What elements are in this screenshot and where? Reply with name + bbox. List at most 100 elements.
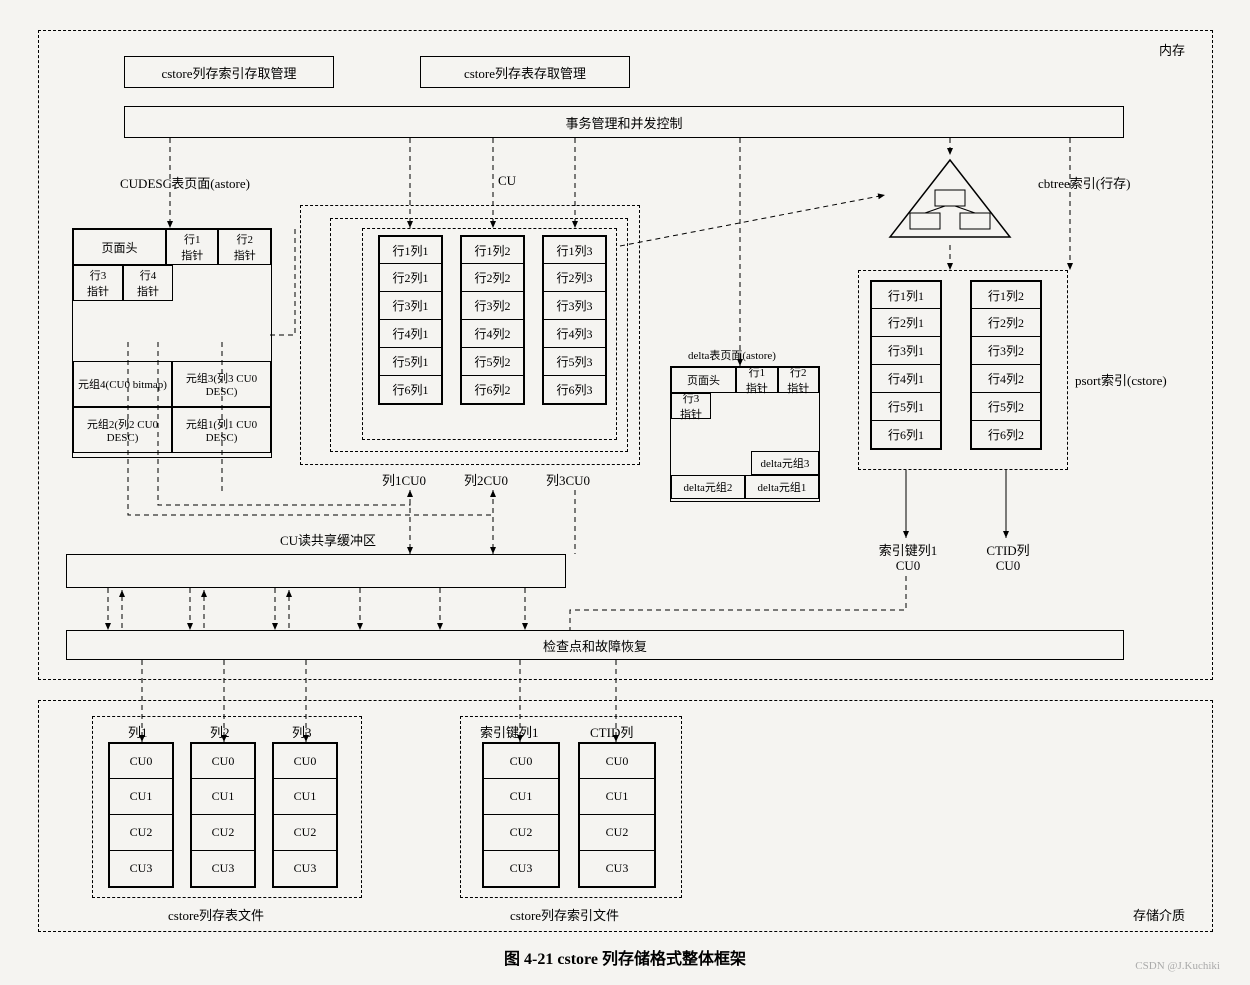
delta-tuple3: delta元组3 (751, 451, 819, 475)
cbtree-label: cbtree索引(行存) (1038, 173, 1130, 192)
cu-c3-r3: 行3列3 (543, 292, 606, 320)
tf-c2-r0: CU0 (191, 743, 255, 779)
if-c2-r2: CU2 (579, 815, 655, 851)
psort-col1-bot: CU0 (872, 558, 944, 574)
cudesc-ptr4: 行4 指针 (123, 265, 173, 301)
if-col1: CU0 CU1 CU2 CU3 (482, 742, 560, 888)
if-c1-r0: CU0 (483, 743, 559, 779)
storage-label: 存储介质 (1133, 905, 1185, 924)
tf-col2: CU0 CU1 CU2 CU3 (190, 742, 256, 888)
tf-col1: CU0 CU1 CU2 CU3 (108, 742, 174, 888)
if-col2: CU0 CU1 CU2 CU3 (578, 742, 656, 888)
psort-col2-top: CTID列 (972, 540, 1044, 559)
cudesc-ptr1: 行1 指针 (166, 229, 219, 265)
cudesc-page: 页面头 行1 指针 行2 指针 行3 指针 行4 指针 元组4(CU0 bitm… (72, 228, 272, 458)
tf-c3-r1: CU1 (273, 779, 337, 815)
cu-col1: 行1列1 行2列1 行3列1 行4列1 行5列1 行6列1 (378, 235, 443, 405)
cbtree-triangle (880, 155, 1020, 245)
if-c1-r2: CU2 (483, 815, 559, 851)
ps-c2-r6: 行6列2 (971, 421, 1041, 449)
ps-c1-r4: 行4列1 (871, 365, 941, 393)
tf-c1-r3: CU3 (109, 851, 173, 887)
cu-c1-r3: 行3列1 (379, 292, 442, 320)
cu-col3-label: 列3CU0 (546, 470, 590, 489)
cu-c2-r5: 行5列2 (461, 348, 524, 376)
tf-c2-r3: CU3 (191, 851, 255, 887)
tf-col2-label: 列2 (210, 722, 230, 741)
tf-col3: CU0 CU1 CU2 CU3 (272, 742, 338, 888)
cu-c3-r5: 行5列3 (543, 348, 606, 376)
delta-ptr3: 行3 指针 (671, 393, 711, 419)
ps-c2-r5: 行5列2 (971, 393, 1041, 421)
psort-col2: 行1列2 行2列2 行3列2 行4列2 行5列2 行6列2 (970, 280, 1042, 450)
ps-c1-r3: 行3列1 (871, 337, 941, 365)
if-c2-r0: CU0 (579, 743, 655, 779)
tf-c1-r2: CU2 (109, 815, 173, 851)
memory-label: 内存 (1159, 40, 1185, 59)
cu-c1-r5: 行5列1 (379, 348, 442, 376)
if-c2-r1: CU1 (579, 779, 655, 815)
cu-c3-r2: 行2列3 (543, 264, 606, 292)
ps-c2-r3: 行3列2 (971, 337, 1041, 365)
delta-tuple2: delta元组2 (671, 475, 745, 499)
delta-ptr1: 行1 指针 (736, 367, 777, 393)
cudesc-tuple3: 元组3(列3 CU0 DESC) (172, 361, 271, 407)
tf-col1-label: 列1 (128, 722, 148, 741)
tf-c2-r2: CU2 (191, 815, 255, 851)
delta-page: 页面头 行1 指针 行2 指针 行3 指针 delta元组3 delta元组2 … (670, 366, 820, 502)
ps-c1-r1: 行1列1 (871, 281, 941, 309)
tf-c1-r0: CU0 (109, 743, 173, 779)
diagram-canvas: 内存 cstore列存索引存取管理 cstore列存表存取管理 事务管理和并发控… (10, 10, 1240, 975)
tf-c1-r1: CU1 (109, 779, 173, 815)
table-file-title: cstore列存表文件 (168, 905, 264, 924)
table-mgr-box: cstore列存表存取管理 (420, 56, 630, 88)
cu-col2-label: 列2CU0 (464, 470, 508, 489)
psort-col1: 行1列1 行2列1 行3列1 行4列1 行5列1 行6列1 (870, 280, 942, 450)
cu-col2: 行1列2 行2列2 行3列2 行4列2 行5列2 行6列2 (460, 235, 525, 405)
cu-title: CU (498, 173, 516, 189)
cudesc-pagehead: 页面头 (73, 229, 166, 265)
ps-c2-r4: 行4列2 (971, 365, 1041, 393)
buffer-box (66, 554, 566, 588)
cudesc-ptr2: 行2 指针 (218, 229, 271, 265)
ps-c1-r6: 行6列1 (871, 421, 941, 449)
tf-c3-r2: CU2 (273, 815, 337, 851)
cudesc-title: CUDESC表页面(astore) (120, 173, 250, 192)
tf-c2-r1: CU1 (191, 779, 255, 815)
cudesc-tuple2: 元组2(列2 CU0 DESC) (73, 407, 172, 453)
cu-c1-r1: 行1列1 (379, 236, 442, 264)
psort-col2-bot: CU0 (972, 558, 1044, 574)
cu-c2-r2: 行2列2 (461, 264, 524, 292)
cu-c1-r2: 行2列1 (379, 264, 442, 292)
cu-c2-r1: 行1列2 (461, 236, 524, 264)
delta-tuple1: delta元组1 (745, 475, 819, 499)
tf-c3-r0: CU0 (273, 743, 337, 779)
cudesc-ptr3: 行3 指针 (73, 265, 123, 301)
if-col2-label: CTID列 (590, 722, 633, 741)
if-col1-label: 索引键列1 (480, 722, 539, 741)
cu-c1-r6: 行6列1 (379, 376, 442, 404)
cudesc-tuple4: 元组4(CU0 bitmap) (73, 361, 172, 407)
figure-caption: 图 4-21 cstore 列存储格式整体框架 (10, 945, 1240, 969)
index-file-title: cstore列存索引文件 (510, 905, 619, 924)
tf-c3-r3: CU3 (273, 851, 337, 887)
cudesc-tuple1: 元组1(列1 CU0 DESC) (172, 407, 271, 453)
delta-title: delta表页面(astore) (688, 347, 776, 363)
if-c1-r3: CU3 (483, 851, 559, 887)
tf-col3-label: 列3 (292, 722, 312, 741)
cu-c2-r3: 行3列2 (461, 292, 524, 320)
watermark: CSDN @J.Kuchiki (1135, 960, 1220, 972)
cu-c2-r6: 行6列2 (461, 376, 524, 404)
if-c1-r1: CU1 (483, 779, 559, 815)
buffer-label: CU读共享缓冲区 (280, 530, 376, 549)
cu-col3: 行1列3 行2列3 行3列3 行4列3 行5列3 行6列3 (542, 235, 607, 405)
ps-c2-r1: 行1列2 (971, 281, 1041, 309)
cu-c3-r6: 行6列3 (543, 376, 606, 404)
cu-c3-r1: 行1列3 (543, 236, 606, 264)
index-mgr-box: cstore列存索引存取管理 (124, 56, 334, 88)
cu-c3-r4: 行4列3 (543, 320, 606, 348)
cu-col1-label: 列1CU0 (382, 470, 426, 489)
cu-c1-r4: 行4列1 (379, 320, 442, 348)
ps-c1-r2: 行2列1 (871, 309, 941, 337)
ps-c2-r2: 行2列2 (971, 309, 1041, 337)
